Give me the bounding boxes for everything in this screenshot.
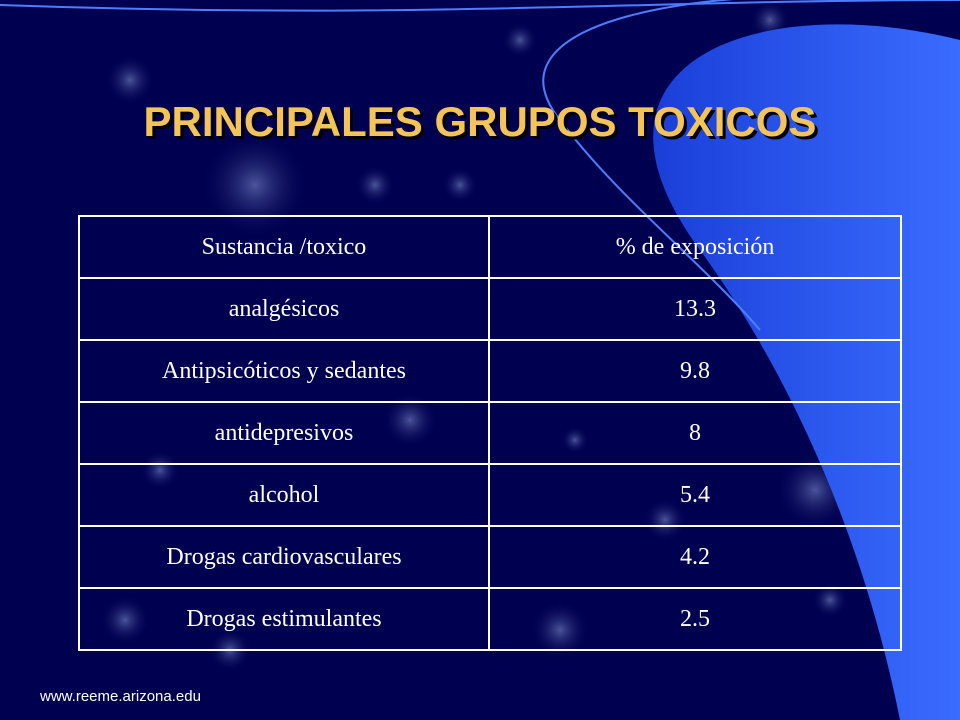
table-header-row: Sustancia /toxico % de exposición <box>78 215 902 279</box>
page-title: PRINCIPALES GRUPOS TOXICOS <box>143 98 817 145</box>
table-row: antidepresivos 8 <box>78 401 902 465</box>
exposure-cell: 8 <box>488 401 902 465</box>
exposure-cell: 5.4 <box>488 463 902 527</box>
exposure-cell: 2.5 <box>488 587 902 651</box>
header-cell-exposure: % de exposición <box>488 215 902 279</box>
source-url: www.reeme.arizona.edu <box>40 688 201 705</box>
substance-cell: Drogas estimulantes <box>78 587 490 651</box>
exposure-cell: 9.8 <box>488 339 902 403</box>
header-cell-substance: Sustancia /toxico <box>78 215 490 279</box>
toxic-groups-table: Sustancia /toxico % de exposición analgé… <box>78 215 902 651</box>
table-row: Drogas cardiovasculares 4.2 <box>78 525 902 589</box>
exposure-cell: 13.3 <box>488 277 902 341</box>
substance-cell: analgésicos <box>78 277 490 341</box>
table-row: Antipsicóticos y sedantes 9.8 <box>78 339 902 403</box>
table-row: alcohol 5.4 <box>78 463 902 527</box>
table-row: analgésicos 13.3 <box>78 277 902 341</box>
substance-cell: Drogas cardiovasculares <box>78 525 490 589</box>
substance-cell: alcohol <box>78 463 490 527</box>
substance-cell: Antipsicóticos y sedantes <box>78 339 490 403</box>
exposure-cell: 4.2 <box>488 525 902 589</box>
table-row: Drogas estimulantes 2.5 <box>78 587 902 651</box>
substance-cell: antidepresivos <box>78 401 490 465</box>
